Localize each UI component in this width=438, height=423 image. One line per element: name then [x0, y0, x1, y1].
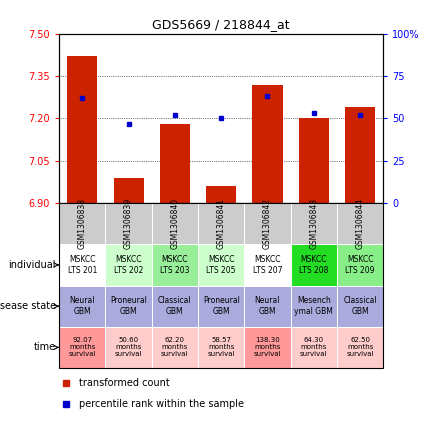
Text: 64.30
months
survival: 64.30 months survival [300, 338, 328, 357]
Bar [244, 327, 291, 368]
Text: GSM1306838: GSM1306838 [78, 198, 87, 249]
Text: MSKCC
LTS 203: MSKCC LTS 203 [160, 255, 190, 275]
Text: GSM1306840: GSM1306840 [170, 198, 180, 249]
Bar [59, 327, 106, 368]
Bar [59, 203, 383, 368]
Bar [291, 327, 337, 368]
Bar [299, 118, 329, 203]
Bar [152, 203, 198, 244]
Text: MSKCC
LTS 207: MSKCC LTS 207 [253, 255, 282, 275]
Text: MSKCC
LTS 202: MSKCC LTS 202 [114, 255, 143, 275]
Text: Proneural
GBM: Proneural GBM [110, 297, 147, 316]
Bar [152, 286, 198, 327]
Title: GDS5669 / 218844_at: GDS5669 / 218844_at [152, 18, 290, 31]
Text: 62.20
months
survival: 62.20 months survival [161, 338, 189, 357]
Bar [206, 186, 236, 203]
Bar [160, 124, 190, 203]
Bar [59, 286, 106, 327]
Text: Mesench
ymal GBM: Mesench ymal GBM [294, 297, 333, 316]
Bar [59, 244, 106, 286]
Bar [198, 203, 244, 244]
Bar [198, 244, 244, 286]
Bar [106, 286, 152, 327]
Text: MSKCC
LTS 201: MSKCC LTS 201 [67, 255, 97, 275]
Bar [244, 286, 291, 327]
Bar [252, 85, 283, 203]
Bar [291, 244, 337, 286]
Text: 62.50
months
survival: 62.50 months survival [346, 338, 374, 357]
Bar [244, 203, 291, 244]
Bar [337, 244, 383, 286]
Text: GSM1306841: GSM1306841 [217, 198, 226, 249]
Bar [198, 286, 244, 327]
Text: transformed count: transformed count [78, 378, 170, 388]
Bar [152, 244, 198, 286]
Text: 58.57
months
survival: 58.57 months survival [208, 338, 235, 357]
Bar [337, 327, 383, 368]
Text: GSM1306842: GSM1306842 [263, 198, 272, 249]
Bar [291, 286, 337, 327]
Text: percentile rank within the sample: percentile rank within the sample [78, 399, 244, 409]
Text: MSKCC
LTS 205: MSKCC LTS 205 [206, 255, 236, 275]
Bar [106, 327, 152, 368]
Text: disease state: disease state [0, 301, 56, 311]
Bar [106, 203, 152, 244]
Text: individual: individual [8, 260, 56, 270]
Text: 138.30
months
survival: 138.30 months survival [254, 338, 281, 357]
Bar [291, 203, 337, 244]
Text: Classical
GBM: Classical GBM [158, 297, 192, 316]
Text: Classical
GBM: Classical GBM [343, 297, 377, 316]
Text: 50.60
months
survival: 50.60 months survival [115, 338, 142, 357]
Bar [198, 327, 244, 368]
Text: Neural
GBM: Neural GBM [70, 297, 95, 316]
Text: MSKCC
LTS 209: MSKCC LTS 209 [345, 255, 375, 275]
Bar [152, 327, 198, 368]
Bar [337, 286, 383, 327]
Text: GSM1306843: GSM1306843 [309, 198, 318, 249]
Bar [337, 203, 383, 244]
Text: Neural
GBM: Neural GBM [255, 297, 280, 316]
Bar [113, 178, 144, 203]
Text: time: time [34, 342, 56, 352]
Bar [345, 107, 375, 203]
Text: GSM1306844: GSM1306844 [356, 198, 364, 249]
Bar [59, 203, 106, 244]
Text: GSM1306839: GSM1306839 [124, 198, 133, 249]
Bar [106, 244, 152, 286]
Text: 92.07
months
survival: 92.07 months survival [68, 338, 96, 357]
Text: MSKCC
LTS 208: MSKCC LTS 208 [299, 255, 328, 275]
Bar [244, 244, 291, 286]
Bar [67, 56, 97, 203]
Text: Proneural
GBM: Proneural GBM [203, 297, 240, 316]
